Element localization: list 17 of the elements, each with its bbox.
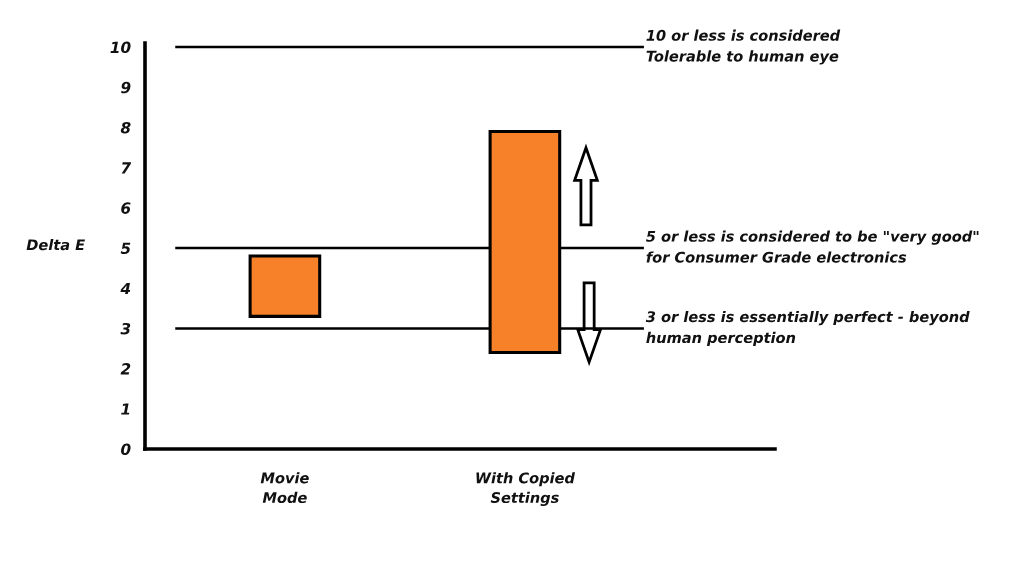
y-tick-label: 0 [121, 443, 131, 456]
y-tick-label: 1 [121, 403, 130, 415]
y-tick-label: 9 [121, 81, 131, 94]
x-tick-label: With Copied Settings [476, 472, 576, 507]
y-tick-label: 4 [120, 282, 131, 295]
ref-line-label: 3 or less is essentially perfect - beyond human perception [645, 310, 970, 346]
y-tick-label: 2 [120, 363, 131, 375]
y-tick-label: 6 [121, 202, 131, 214]
y-tick-label: 10 [110, 41, 131, 54]
y-tick-label: 8 [120, 121, 131, 134]
ref-line-label: 5 or less is considered to be "very good" for Consumer Grade electronics [646, 230, 979, 263]
x-tick-label: Movie Mode [260, 472, 309, 504]
y-tick-label: 3 [120, 322, 131, 335]
y-tick-label: 5 [120, 242, 131, 255]
ref-line-label: 10 or less is considered Tolerable to human eye [646, 29, 841, 65]
y-tick-label: 7 [121, 162, 132, 174]
y-axis-title: Delta E [26, 238, 85, 251]
